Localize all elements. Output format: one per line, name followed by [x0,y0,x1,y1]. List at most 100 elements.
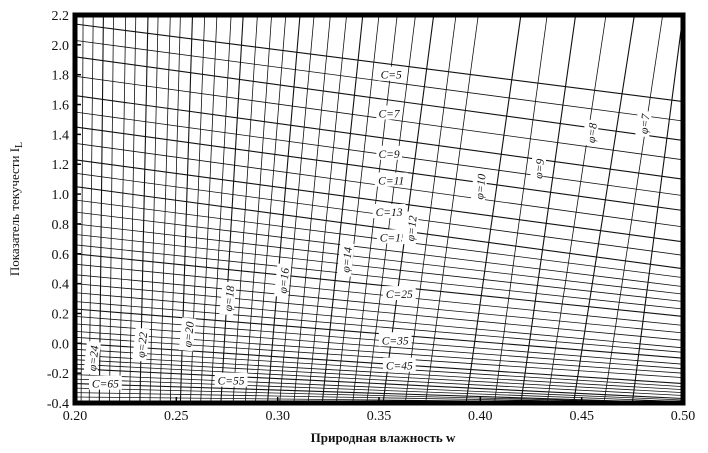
c-isoline-minor-20 [74,354,684,390]
c-curve-label-10: C=65 [92,379,119,391]
c-curve-label-group-5: C=15 [376,229,410,244]
c-isoline-minor-0 [74,40,684,122]
c-curve-label-4: C=13 [376,207,403,219]
x-tick-label-3: 0.35 [367,409,392,424]
phi-isoline-minor-3 [244,14,272,404]
phi-curve-label-5: φ=14 [340,246,355,273]
phi-isoline-minor-15 [279,14,315,404]
c-isoline-minor-17 [74,331,684,374]
phi-curve-label-knockout-6 [274,263,292,298]
c-curve-label-8: C=45 [386,361,413,373]
phi-curve-label-knockout-2 [529,155,547,183]
y-tick-label-5: 0.6 [52,248,70,263]
c-isoline-8 [74,342,684,385]
phi-isoline-7 [220,14,244,404]
y-tick-label-11: 1.8 [52,69,70,84]
phi-isoline-1 [573,14,635,404]
phi-isoline-minor-16 [255,14,287,404]
phi-curve-label-8: φ=20 [182,321,197,348]
c-curve-label-group-10: C=65 [89,375,122,391]
plot-labels: C=5 C=7 C=9 C=11 C=13 C=15 C=25 C=35 C=45 C=55 C=6… [83,66,653,391]
x-axis-ticks: 0.20 0.25 0.30 0.35 0.40 0.45 0.50 [63,397,696,424]
phi-curve-label-group-1: φ=8 [582,119,600,147]
phi-curve-label-knockout-1 [582,119,600,147]
c-curve-label-knockout-0 [378,66,404,81]
c-curve-label-6: C=25 [386,289,413,301]
phi-curve-label-group-4: φ=12 [401,211,420,246]
c-curve-label-5: C=15 [380,232,407,244]
phi-isoline-minor-9 [546,14,607,404]
x-tick-label-1: 0.25 [164,409,189,424]
y-axis-title-subscript: L [14,142,25,148]
c-curve-label-group-3: C=11 [374,172,408,188]
phi-curve-label-7: φ=18 [223,285,238,312]
phi-curve-label-3: φ=10 [474,173,489,200]
y-tick-label-13: 2.2 [52,9,70,24]
y-tick-label-7: 1.0 [52,188,70,203]
phi-isoline-minor-14 [307,14,347,404]
phi-curve-label-group-0: φ=7 [635,110,653,138]
y-tick-label-9: 1.4 [52,128,70,143]
phi-isoline-0 [631,14,684,404]
c-isoline-minor-21 [74,359,684,393]
x-tick-label-5: 0.45 [569,409,594,424]
c-curve-label-knockout-7 [378,332,412,347]
phi-curve-label-group-10: φ=24 [83,341,102,376]
c-isoline-3 [74,126,684,212]
c-isoline-minor-8 [74,234,684,302]
phi-isoline-minor-20 [169,14,181,404]
phi-curve-label-knockout-0 [635,110,652,138]
y-tick-label-4: 0.4 [52,278,70,293]
phi-curve-label-knockout-4 [401,211,420,246]
x-tick-label-2: 0.30 [265,409,290,424]
c-curve-label-group-8: C=45 [382,357,416,373]
c-isoline-minor-9 [74,244,684,310]
c-curve-label-knockout-9 [214,372,248,387]
y-tick-label-3: 0.2 [52,308,70,323]
c-curve-label-group-0: C=5 [378,66,404,82]
c-curve-label-0: C=5 [381,70,402,82]
c-curve-label-3: C=11 [378,176,404,188]
c-curve-label-group-2: C=9 [376,145,402,161]
c-curve-label-knockout-2 [376,145,402,160]
c-isoline-2 [74,95,684,180]
phi-curve-label-10: φ=24 [87,345,102,372]
phi-isoline-minor-7 [80,14,84,404]
c-curve-label-group-4: C=13 [372,204,406,219]
y-axis-ticks: -0.4 -0.2 0.0 0.2 0.4 0.6 0.8 1.0 1.2 1.4 1.6 1.8 2.… [47,9,81,412]
phi-curve-label-knockout-8 [178,317,197,352]
c-curve-label-group-7: C=35 [378,332,412,347]
x-tick-label-6: 0.50 [671,409,696,424]
phi-isoline-minor-23 [109,14,114,404]
y-tick-label-2: 0.0 [52,337,70,352]
c-isoline-5 [74,186,684,270]
c-curve-label-1: C=7 [379,109,401,121]
phi-curve-label-knockout-9 [132,327,150,362]
c-isoline-0 [74,23,684,103]
phi-curve-label-group-9: φ=22 [132,327,151,362]
y-tick-label-6: 0.8 [52,218,70,233]
y-axis-title: Показатель текучести IL [7,142,25,276]
c-curve-label-knockout-8 [382,357,416,372]
c-isoline-minor-18 [74,336,684,378]
phi-curve-label-group-6: φ=16 [274,263,292,298]
c-curve-label-knockout-6 [382,286,416,301]
y-axis-title-main: Показатель текучести I [7,148,22,276]
c-curve-label-2: C=9 [379,149,400,161]
c-isoline-minor-22 [74,363,684,396]
plot-lines [74,14,684,404]
phi-curve-label-knockout-7 [219,281,237,316]
phi-curve-label-9: φ=22 [136,331,151,358]
phi-isoline-minor-22 [129,14,137,404]
phi-isoline-3 [465,14,522,404]
y-tick-label-1: -0.2 [47,367,69,382]
c-isoline-minor-23 [74,374,684,401]
phi-curve-label-knockout-3 [470,169,488,204]
c-curve-label-knockout-1 [376,105,402,120]
phi-isoline-6 [266,14,301,404]
phi-isoline-minor-8 [603,14,664,404]
c-curve-label-group-6: C=25 [382,286,416,301]
c-isoline-minor-10 [74,263,684,326]
phi-isoline-minor-6 [119,14,127,404]
y-tick-label-12: 2.0 [52,39,70,54]
